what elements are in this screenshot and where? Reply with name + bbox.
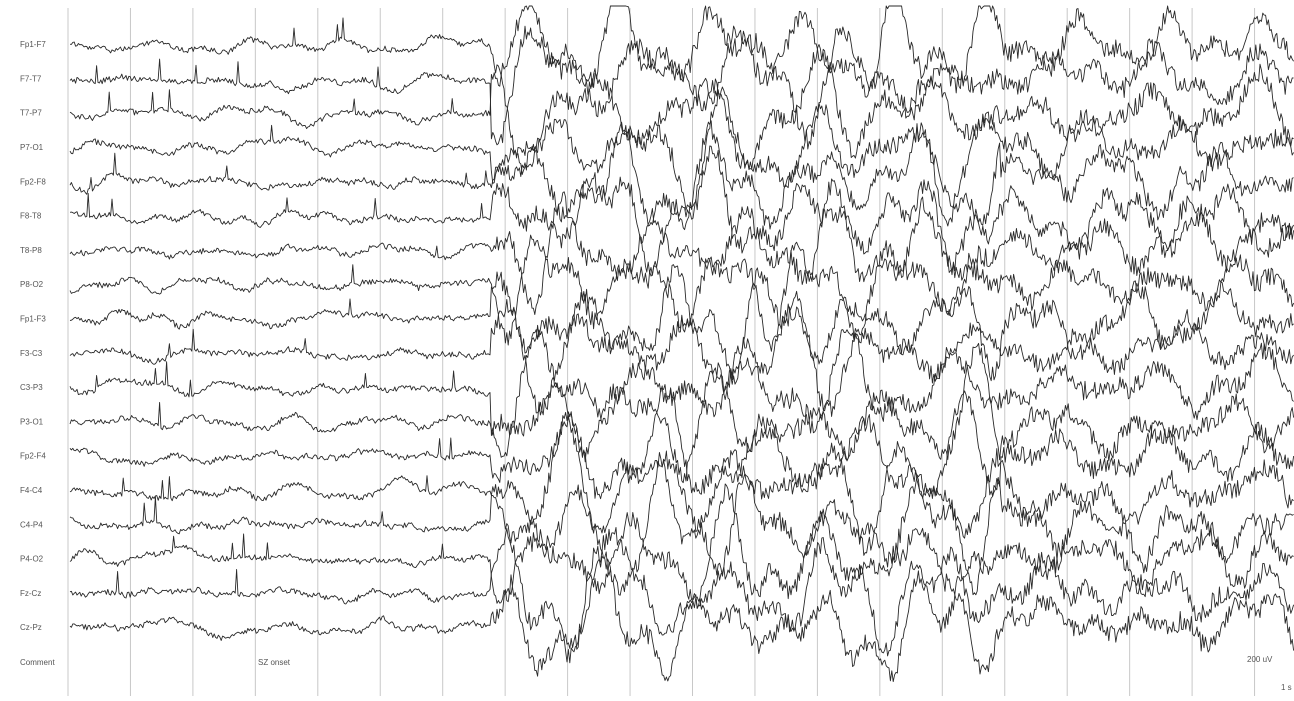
channel-labels: Fp1-F7 F7-T7 T7-P7 P7-O1 Fp2-F8 F8-T8 T8-P8 P8-…: [20, 40, 46, 632]
eeg-trace: [69, 483, 1294, 609]
channel-label: F4-C4: [20, 486, 43, 495]
channel-label: P8-O2: [20, 280, 44, 289]
channel-label: F7-T7: [20, 74, 42, 83]
eeg-trace: [69, 145, 1294, 276]
channel-label: P3-O1: [20, 417, 44, 426]
eeg-trace: [69, 384, 1294, 500]
traces: [69, 5, 1294, 683]
channel-label: F8-T8: [20, 212, 42, 221]
channel-label: F3-C3: [20, 349, 43, 358]
channel-label: C3-P3: [20, 383, 43, 392]
annotation: SZ onset: [258, 658, 291, 667]
channel-label: Fp2-F8: [20, 177, 46, 186]
eeg-trace: [69, 527, 1294, 664]
eeg-trace: [69, 25, 1294, 150]
channel-label: Fz-Cz: [20, 589, 41, 598]
channel-label: T8-P8: [20, 246, 42, 255]
eeg-trace: [69, 5, 1294, 98]
channel-label: P4-O2: [20, 555, 44, 564]
time-scale: 1 s: [1281, 683, 1292, 692]
channel-label: Fp1-F3: [20, 315, 46, 324]
eeg-trace: [69, 329, 1294, 458]
eeg-trace: [69, 120, 1294, 231]
eeg-trace: [69, 290, 1294, 417]
eeg-trace: [69, 551, 1294, 683]
amplitude-scale: 200 uV: [1247, 655, 1273, 664]
eeg-trace: [69, 264, 1294, 385]
eeg-trace: [69, 416, 1294, 556]
channel-label: T7-P7: [20, 109, 42, 118]
eeg-trace: [69, 342, 1294, 484]
channel-label: C4-P4: [20, 520, 43, 529]
eeg-trace: [69, 86, 1294, 211]
channel-label: P7-O1: [20, 143, 44, 152]
channel-label: Fp2-F4: [20, 452, 46, 461]
channel-label: Fp1-F7: [20, 40, 46, 49]
comment-label: Comment: [20, 658, 55, 667]
eeg-trace: [69, 44, 1294, 175]
channel-label: Cz-Pz: [20, 623, 42, 632]
eeg-trace: [69, 460, 1294, 596]
eeg-trace: [69, 178, 1294, 315]
